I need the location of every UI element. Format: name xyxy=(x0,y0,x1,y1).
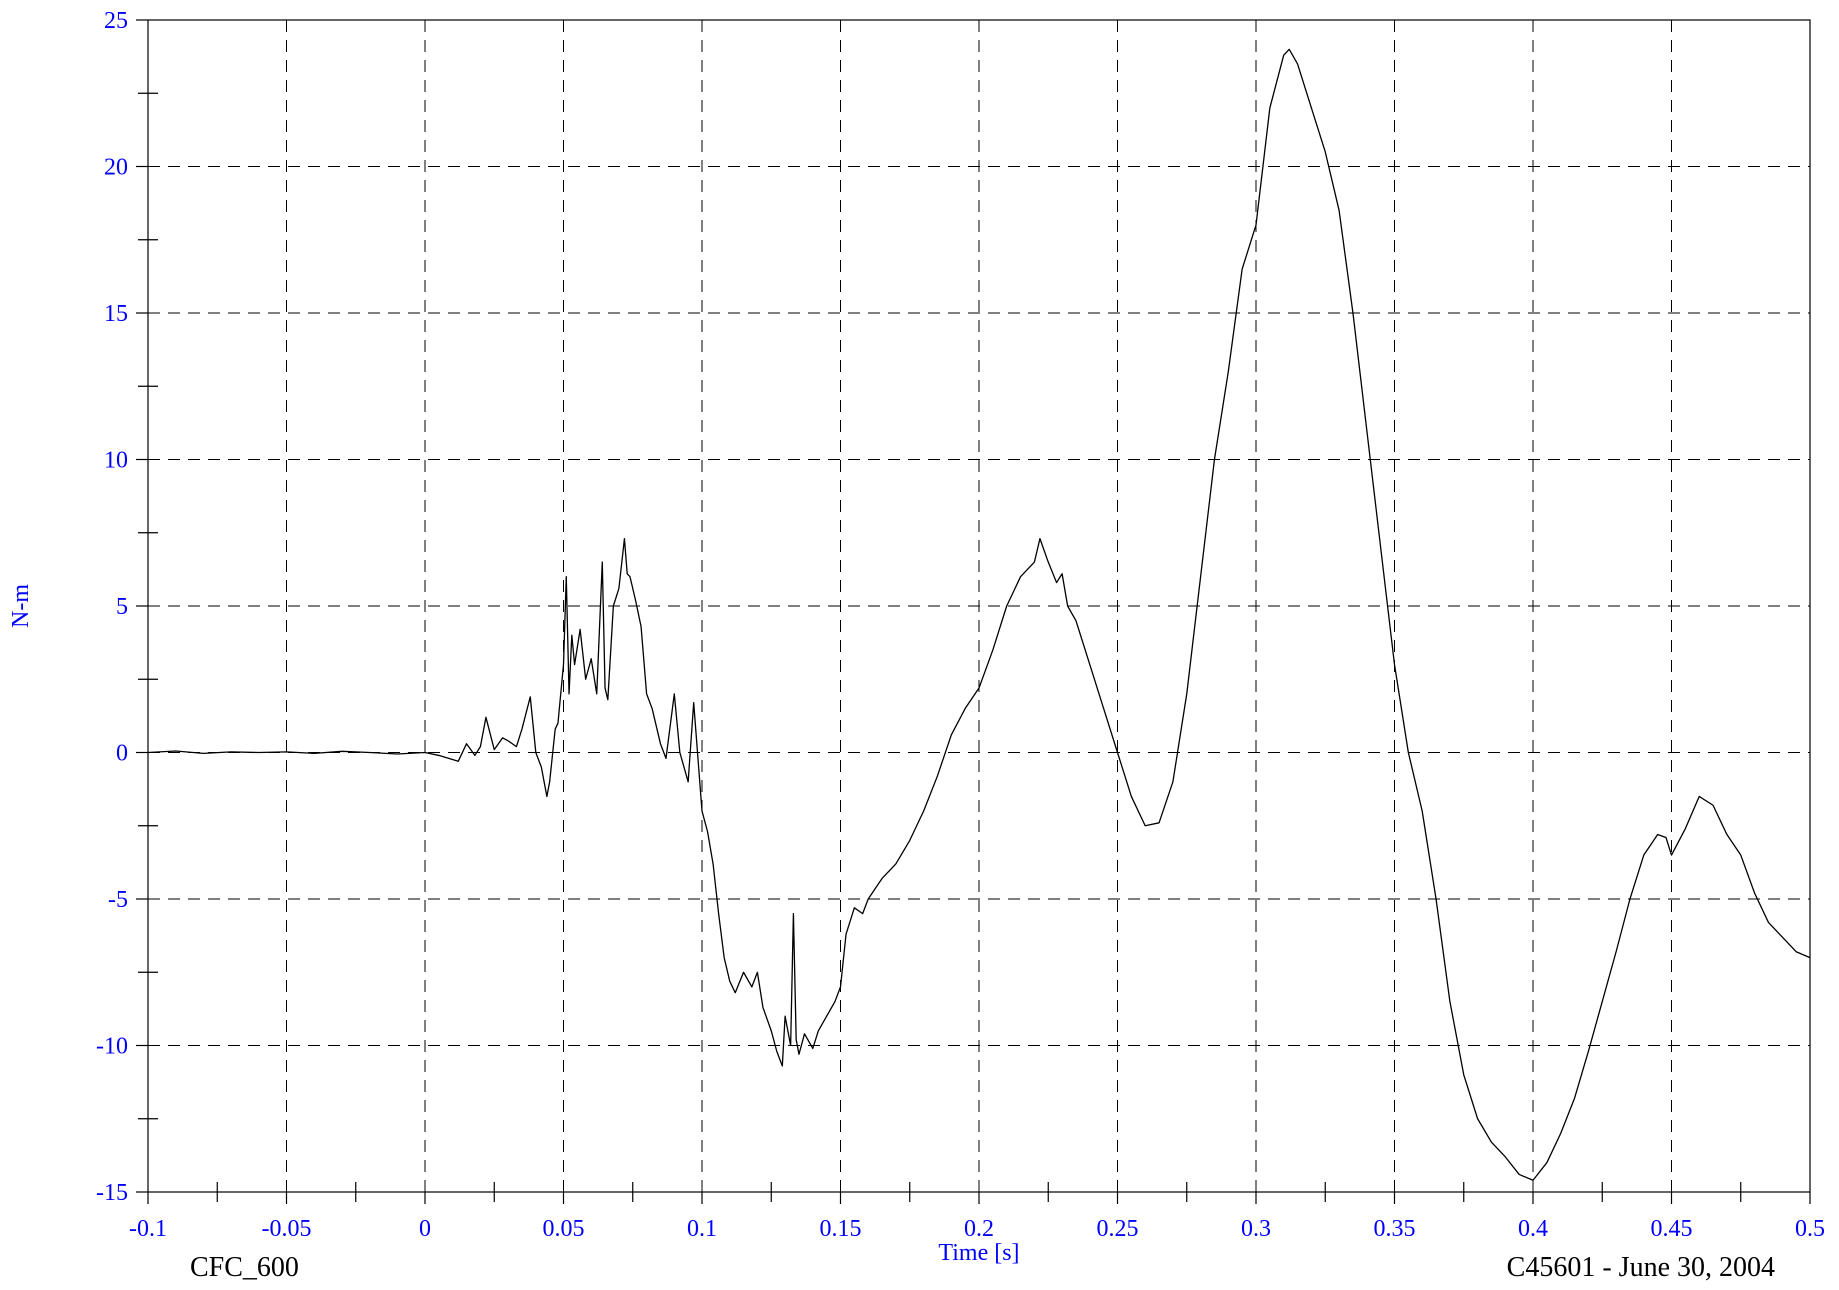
y-tick-label: 5 xyxy=(116,594,128,620)
minor-ticks xyxy=(136,19,1811,1204)
x-tick-label: -0.1 xyxy=(129,1216,167,1242)
y-tick-label: -15 xyxy=(96,1180,128,1206)
series-layer xyxy=(147,48,1811,1181)
y-tick-label: 15 xyxy=(104,301,128,327)
y-tick-label: 10 xyxy=(104,448,128,474)
y-tick-label: 20 xyxy=(104,155,128,181)
x-tick-label: 0.25 xyxy=(1097,1216,1139,1242)
footer-right-label: C45601 - June 30, 2004 xyxy=(1507,1252,1775,1283)
x-tick-label: -0.05 xyxy=(262,1216,312,1242)
y-tick-label: -5 xyxy=(108,887,128,913)
y-tick-label: 25 xyxy=(104,8,128,34)
x-tick-label: 0.4 xyxy=(1518,1216,1548,1242)
series-line xyxy=(147,48,1811,1181)
x-tick-label: 0.1 xyxy=(687,1216,717,1242)
x-tick-label: 0 xyxy=(419,1216,431,1242)
plot-frame xyxy=(147,19,1811,1193)
y-axis-title: N-m xyxy=(8,584,34,628)
x-tick-label: 0.05 xyxy=(543,1216,585,1242)
y-tick-labels: -15 -10 -5 0 5 10 15 20 25 xyxy=(96,8,128,1206)
x-tick-label: 0.15 xyxy=(820,1216,862,1242)
x-tick-label: 0.45 xyxy=(1651,1216,1693,1242)
footer-left-label: CFC_600 xyxy=(190,1252,299,1283)
y-tick-label: 0 xyxy=(116,741,128,767)
x-axis-title: Time [s] xyxy=(938,1240,1019,1266)
x-tick-label: 0.3 xyxy=(1241,1216,1271,1242)
y-tick-label: -10 xyxy=(96,1034,128,1060)
x-tick-label: 0.5 xyxy=(1795,1216,1825,1242)
x-tick-label: 0.35 xyxy=(1374,1216,1416,1242)
x-tick-label: 0.2 xyxy=(964,1216,994,1242)
x-tick-labels: -0.1 -0.05 0 0.05 0.1 0.15 0.2 0.25 0.3 0.35 0.4 0.… xyxy=(129,1216,1825,1242)
grid xyxy=(148,20,1810,1192)
